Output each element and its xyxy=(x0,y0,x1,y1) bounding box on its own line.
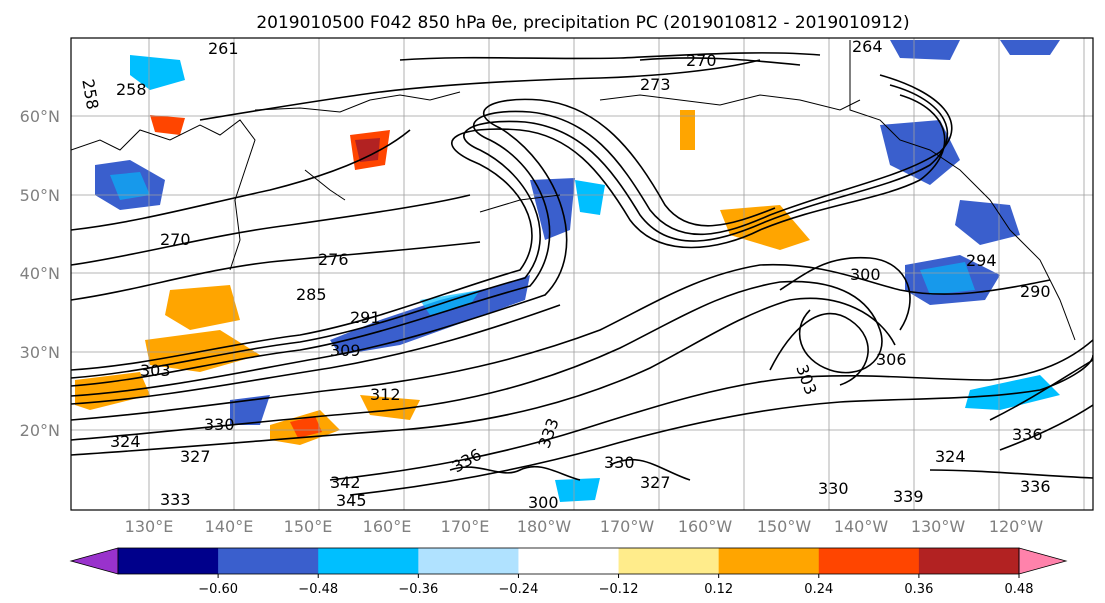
contour-label: 333 xyxy=(160,490,191,509)
colorbar-extend-min xyxy=(69,547,119,575)
lon-label: 120°W xyxy=(989,517,1044,536)
lon-label: 140°W xyxy=(834,517,889,536)
contour-label: 276 xyxy=(318,250,349,269)
colorbar-segment xyxy=(918,548,1020,574)
contour-label: 327 xyxy=(180,447,211,466)
contour-label: 330 xyxy=(818,479,849,498)
colorbar-tick-label: 0.24 xyxy=(804,582,833,597)
contour-label: 336 xyxy=(1012,425,1043,444)
map-title: 2019010500 F042 850 hPa θe, precipitatio… xyxy=(256,13,909,33)
map-frame xyxy=(70,37,1094,511)
colorbar-tick-label: −0.24 xyxy=(499,582,539,597)
contour-label: 336 xyxy=(1020,477,1051,496)
colorbar-tick-label: −0.12 xyxy=(599,582,639,597)
contour-label: 312 xyxy=(370,385,401,404)
latitude-labels: 20°N 30°N 40°N 50°N 60°N xyxy=(20,107,60,440)
contour-label: 270 xyxy=(686,51,717,70)
lon-label: 130°W xyxy=(911,517,966,536)
lon-label: 150°E xyxy=(284,517,333,536)
contour-label: 300 xyxy=(850,265,881,284)
lon-label: 140°E xyxy=(205,517,254,536)
contour-label: 270 xyxy=(160,230,191,249)
lon-label: 130°E xyxy=(125,517,174,536)
contour-label: 258 xyxy=(116,80,147,99)
contour-label: 330 xyxy=(604,453,635,472)
lon-label: 170°E xyxy=(441,517,490,536)
map-panel: 261 264 258 258 270 273 276 270 285 291 … xyxy=(71,37,1093,512)
contour-label: 303 xyxy=(140,361,171,380)
lon-label: 150°W xyxy=(757,517,812,536)
colorbar-tick-label: −0.48 xyxy=(298,582,338,597)
lat-label: 60°N xyxy=(20,107,60,126)
contour-label: 345 xyxy=(336,491,367,510)
contour-label: 306 xyxy=(876,350,907,369)
colorbar-tick-label: −0.36 xyxy=(398,582,438,597)
colorbar-tick-label: 0.48 xyxy=(1005,582,1034,597)
contour-label: 342 xyxy=(330,473,361,492)
contour-label: 285 xyxy=(296,285,327,304)
colorbar-tick-label: 0.12 xyxy=(704,582,733,597)
contour-label: 264 xyxy=(852,37,883,56)
colorbar-segment xyxy=(818,548,920,574)
lat-label: 50°N xyxy=(20,186,60,205)
contour-label: 339 xyxy=(893,487,924,506)
lon-label: 170°W xyxy=(600,517,655,536)
colorbar-frame xyxy=(117,547,1020,575)
coastlines xyxy=(71,40,1076,341)
contour-label: 294 xyxy=(966,251,997,270)
contour-label: 290 xyxy=(1020,282,1051,301)
contour-label: 291 xyxy=(350,308,381,327)
lat-label: 40°N xyxy=(20,264,60,283)
lon-label: 160°E xyxy=(363,517,412,536)
contour-label: 300 xyxy=(528,493,559,512)
colorbar-segment xyxy=(618,548,720,574)
longitude-labels: 130°E 140°E 150°E 160°E 170°E 180°W 170°… xyxy=(125,517,1044,536)
lon-label: 180°W xyxy=(517,517,572,536)
colorbar-extend-max xyxy=(1018,547,1068,575)
colorbar-segment xyxy=(118,548,219,574)
contour-label: 273 xyxy=(640,75,671,94)
contour-label: 309 xyxy=(330,341,361,360)
contour-label: 324 xyxy=(935,447,966,466)
precip-shading xyxy=(75,40,1060,502)
contour-label: 261 xyxy=(208,39,239,58)
colorbar-segment xyxy=(318,548,419,574)
colorbar-tick-label: 0.36 xyxy=(904,582,933,597)
colorbar: −0.60 −0.48 −0.36 −0.24 −0.12 0.12 0.24 0.36 0.4… xyxy=(69,547,1105,597)
colorbar-segment xyxy=(218,548,319,574)
lat-label: 20°N xyxy=(20,421,60,440)
colorbar-segment xyxy=(418,548,519,574)
lat-label: 30°N xyxy=(20,343,60,362)
contour-labels: 261 264 258 258 270 273 276 270 285 291 … xyxy=(78,37,1051,512)
colorbar-segment xyxy=(518,548,620,574)
colorbar-segment xyxy=(718,548,820,574)
contour-label: 330 xyxy=(204,415,235,434)
contour-label: 324 xyxy=(110,432,141,451)
colorbar-tick-label: −0.60 xyxy=(198,582,238,597)
lon-label: 160°W xyxy=(678,517,733,536)
contour-label: 327 xyxy=(640,473,671,492)
theta-e-contours xyxy=(71,52,1093,496)
